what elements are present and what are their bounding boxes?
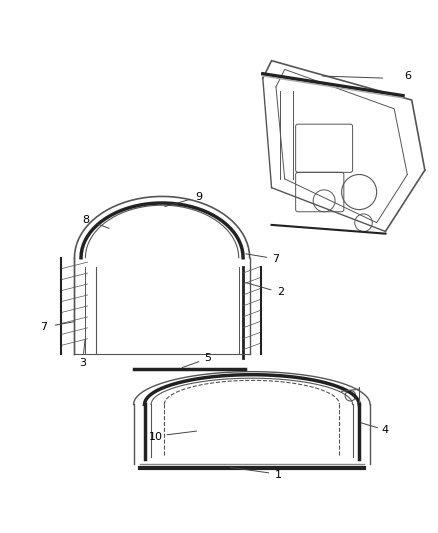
Text: 9: 9 [196, 192, 203, 203]
Text: 10: 10 [148, 432, 162, 442]
Text: 1: 1 [275, 471, 282, 480]
Text: 2: 2 [277, 287, 284, 297]
Text: 6: 6 [404, 71, 411, 81]
Text: 7: 7 [272, 254, 279, 264]
Text: 4: 4 [382, 425, 389, 435]
Text: 3: 3 [79, 358, 86, 368]
Text: 8: 8 [82, 215, 89, 225]
Text: 5: 5 [205, 353, 212, 364]
Text: 7: 7 [40, 322, 47, 332]
